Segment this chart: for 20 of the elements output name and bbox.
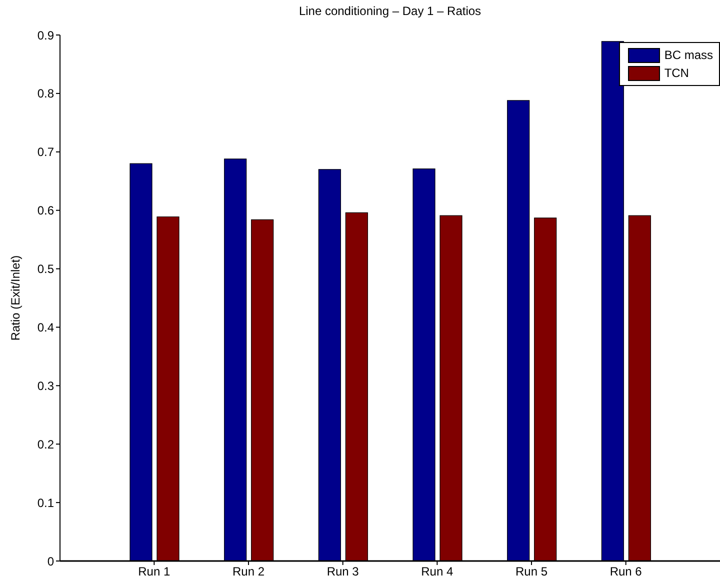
y-tick-label: 0.1 — [37, 496, 54, 510]
chart-title: Line conditioning – Day 1 – Ratios — [298, 4, 482, 18]
y-tick-label: 0.7 — [37, 145, 54, 160]
y-tick-label: 0.8 — [37, 86, 54, 101]
y-axis-title: Ratio (Exit/Inlet) — [9, 255, 24, 341]
y-tick-label: 0.5 — [37, 262, 54, 276]
x-tick-label: Run 2 — [232, 564, 265, 579]
y-tick-label: 0 — [47, 554, 54, 568]
x-tick-label: Run 4 — [421, 564, 454, 579]
y-tick-label: 0.6 — [37, 204, 54, 218]
x-tick-label: Run 6 — [610, 564, 642, 579]
x-tick-label: Run 5 — [515, 564, 548, 579]
legend-label: BC mass — [664, 48, 713, 62]
x-tick-label: Run 3 — [326, 564, 360, 579]
x-tick-label: Run 1 — [138, 564, 170, 579]
y-tick-label: 0.3 — [37, 378, 54, 393]
y-tick-label: 0.2 — [37, 437, 54, 452]
y-tick-label: 0.4 — [37, 320, 54, 334]
legend-label: TCN — [664, 66, 689, 80]
y-tick-label: 0.9 — [37, 28, 54, 42]
